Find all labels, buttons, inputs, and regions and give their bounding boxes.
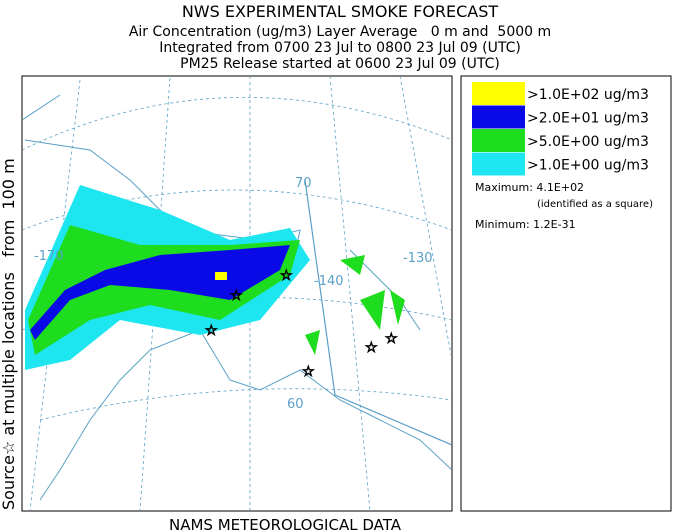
maximum: Maximum: 4.1E+02 [475,181,584,194]
svg-text:☆: ☆ [205,323,218,339]
legend-swatch [472,129,525,152]
border [304,179,451,446]
graticule-label: 60 [287,397,304,412]
legend: >1.0E+02 ug/m3 >2.0E+01 ug/m3 >5.0E+00 ug/… [472,82,649,176]
svg-text:☆: ☆ [280,268,293,284]
legend-label: >2.0E+01 ug/m3 [527,111,649,127]
smoke-plume [25,185,405,370]
legend-swatch [472,105,525,129]
svg-text:☆: ☆ [385,331,398,347]
minimum: Minimum: 1.2E-31 [475,218,576,231]
graticule-label: 70 [295,176,312,191]
side-label: Source☆ at multiple locations from 100 m [0,158,18,510]
footer: NAMS METEOROLOGICAL DATA [169,516,402,532]
title: NWS EXPERIMENTAL SMOKE FORECAST [182,2,499,21]
subtitle: PM25 Release started at 0600 23 Jul 09 (… [180,56,500,72]
svg-text:☆: ☆ [365,340,378,356]
legend-label: >1.0E+02 ug/m3 [527,87,649,103]
subtitle: Air Concentration (ug/m3) Layer Average … [129,24,551,40]
legend-label: >5.0E+00 ug/m3 [527,134,649,150]
legend-swatch [472,152,525,176]
legend-label: >1.0E+00 ug/m3 [527,158,649,174]
map: ☆ ☆ ☆ ☆ ☆ ☆ -170 70 -140 -130 60 [23,77,451,510]
subtitle: Integrated from 0700 23 Jul to 0800 23 J… [159,40,521,56]
maximum-note: (identified as a square) [537,199,653,210]
graticule-label: -140 [314,274,344,289]
legend-swatch [472,82,525,105]
svg-text:☆: ☆ [230,288,243,304]
svg-text:☆: ☆ [302,364,315,380]
sources: ☆ ☆ ☆ ☆ ☆ ☆ [205,268,399,381]
graticule-label: -170 [34,249,64,264]
graticule-label: -130 [403,251,433,266]
